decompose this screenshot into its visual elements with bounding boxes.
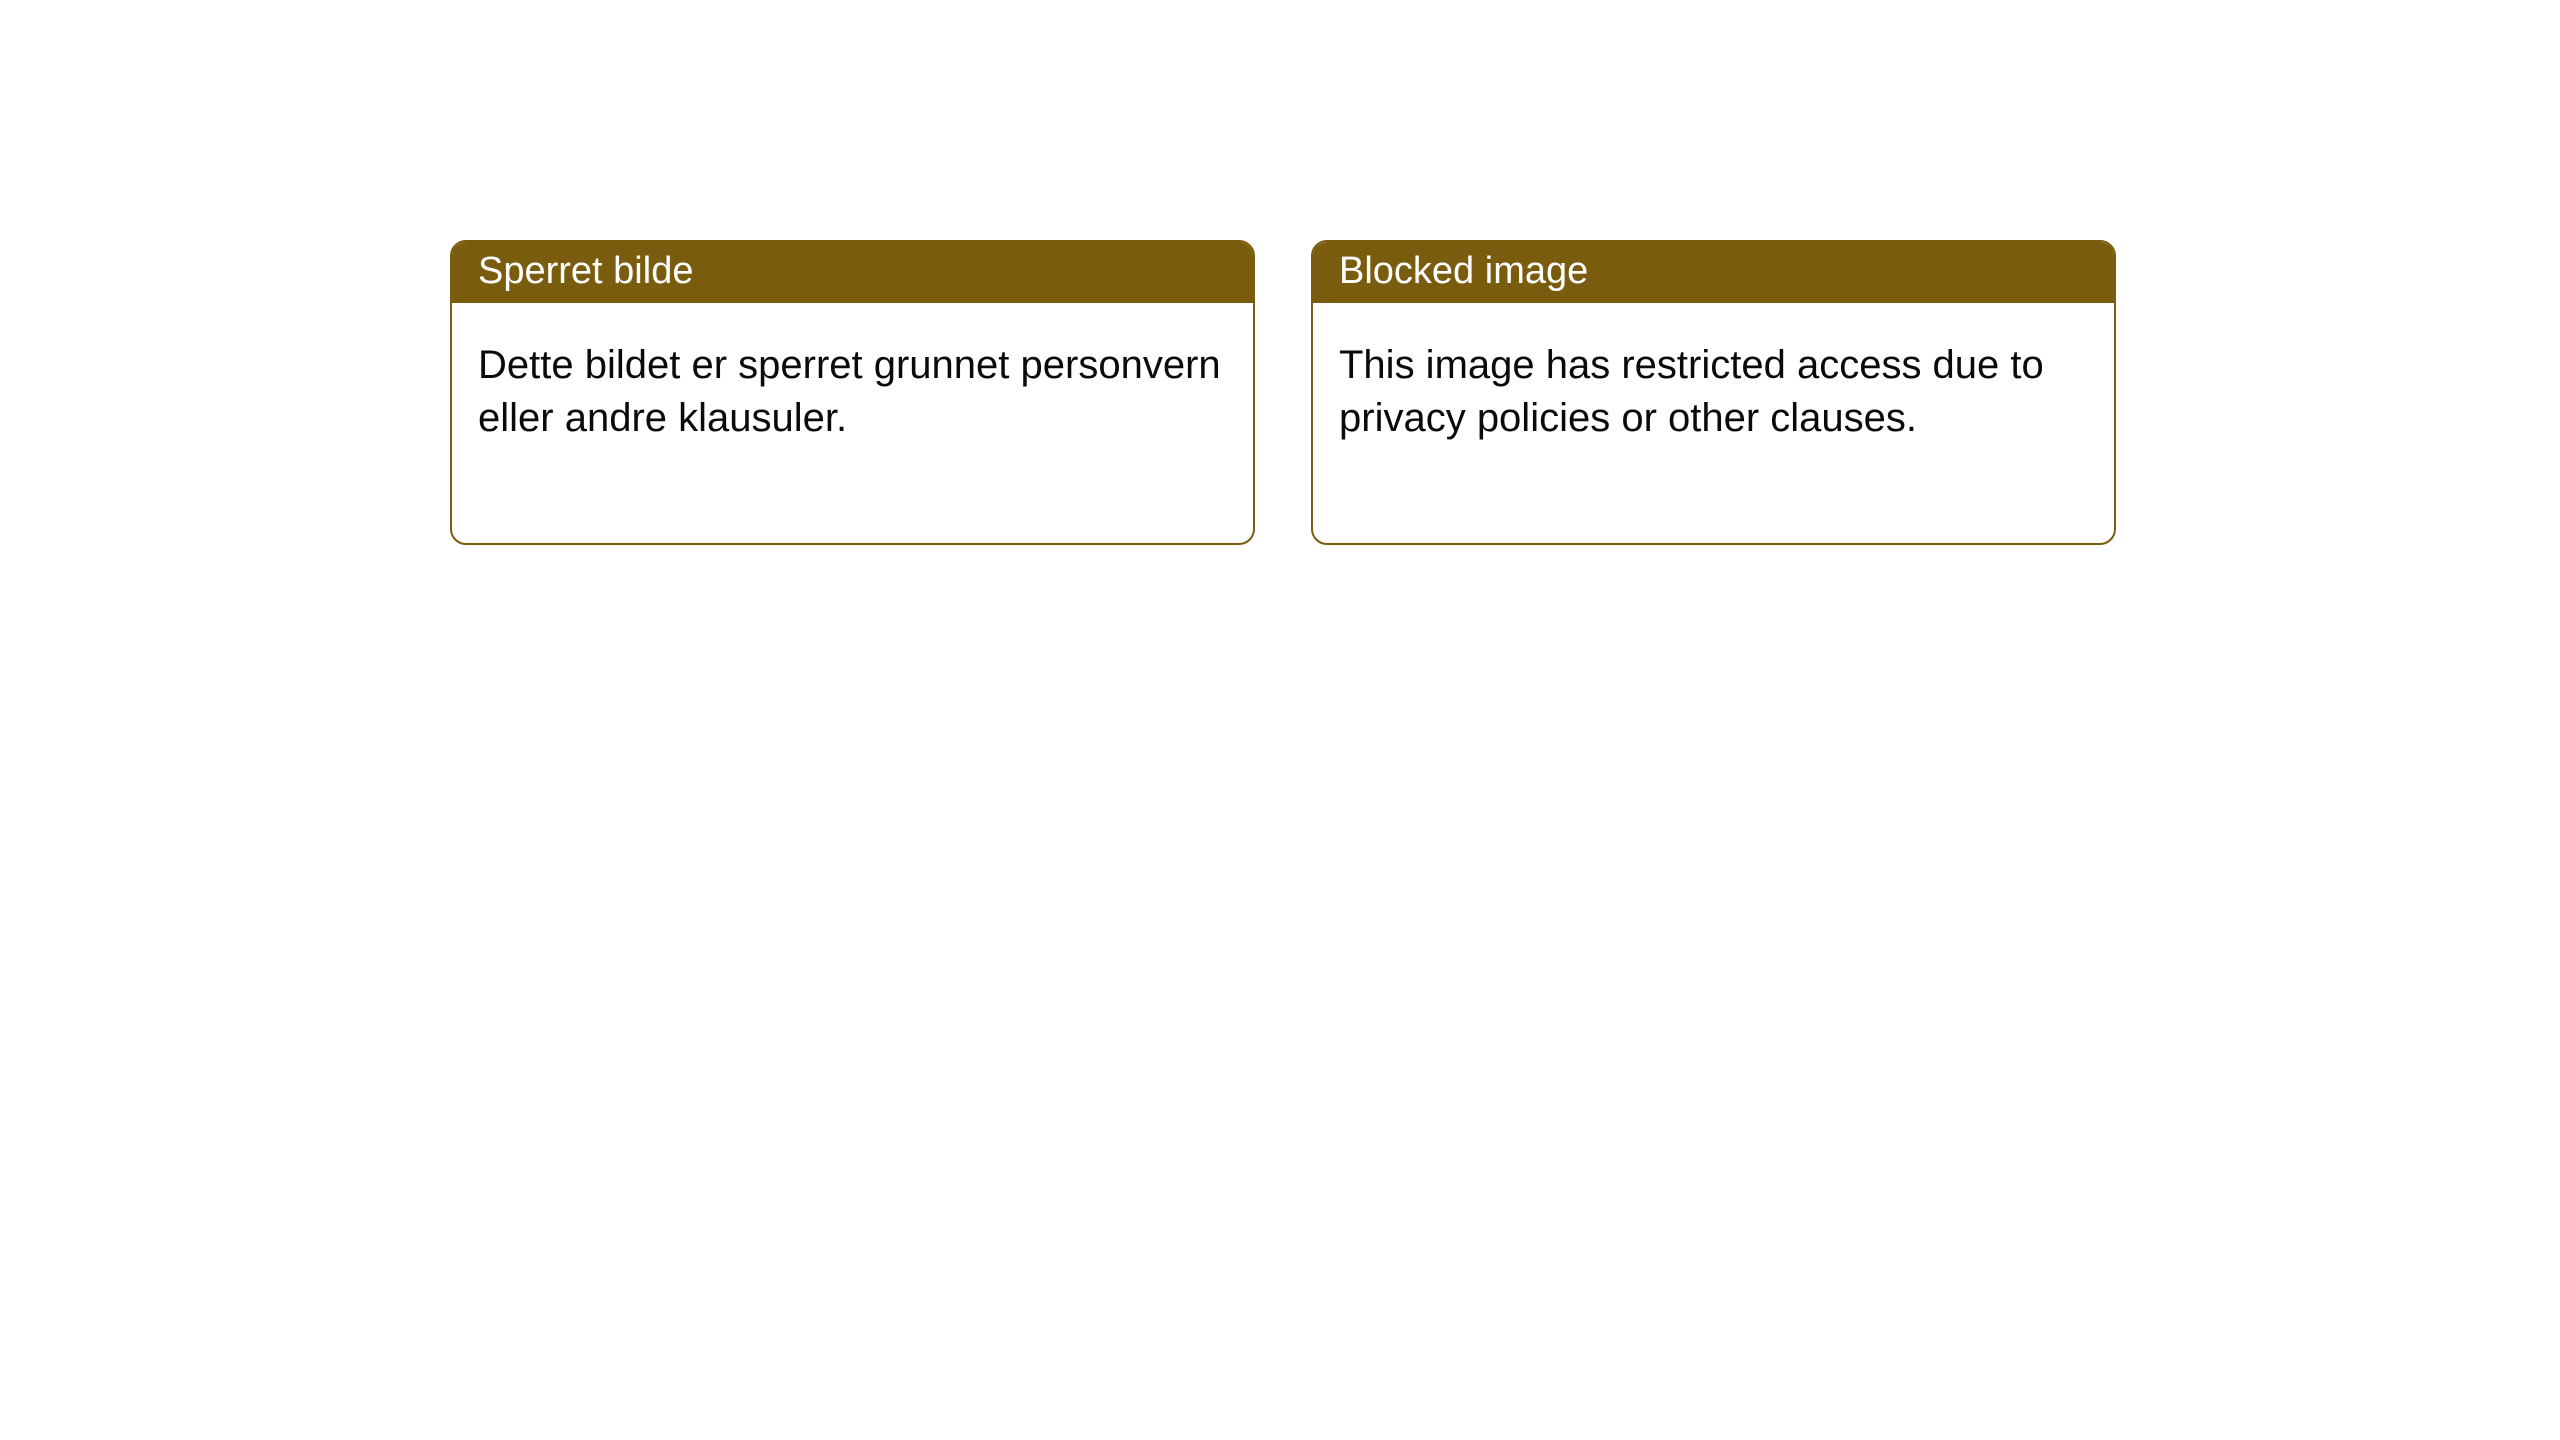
notice-container: Sperret bilde Dette bildet er sperret gr… bbox=[0, 0, 2560, 545]
notice-header: Sperret bilde bbox=[452, 242, 1253, 303]
notice-body: This image has restricted access due to … bbox=[1313, 303, 2114, 543]
notice-card-norwegian: Sperret bilde Dette bildet er sperret gr… bbox=[450, 240, 1255, 545]
notice-card-english: Blocked image This image has restricted … bbox=[1311, 240, 2116, 545]
notice-body: Dette bildet er sperret grunnet personve… bbox=[452, 303, 1253, 543]
notice-header: Blocked image bbox=[1313, 242, 2114, 303]
